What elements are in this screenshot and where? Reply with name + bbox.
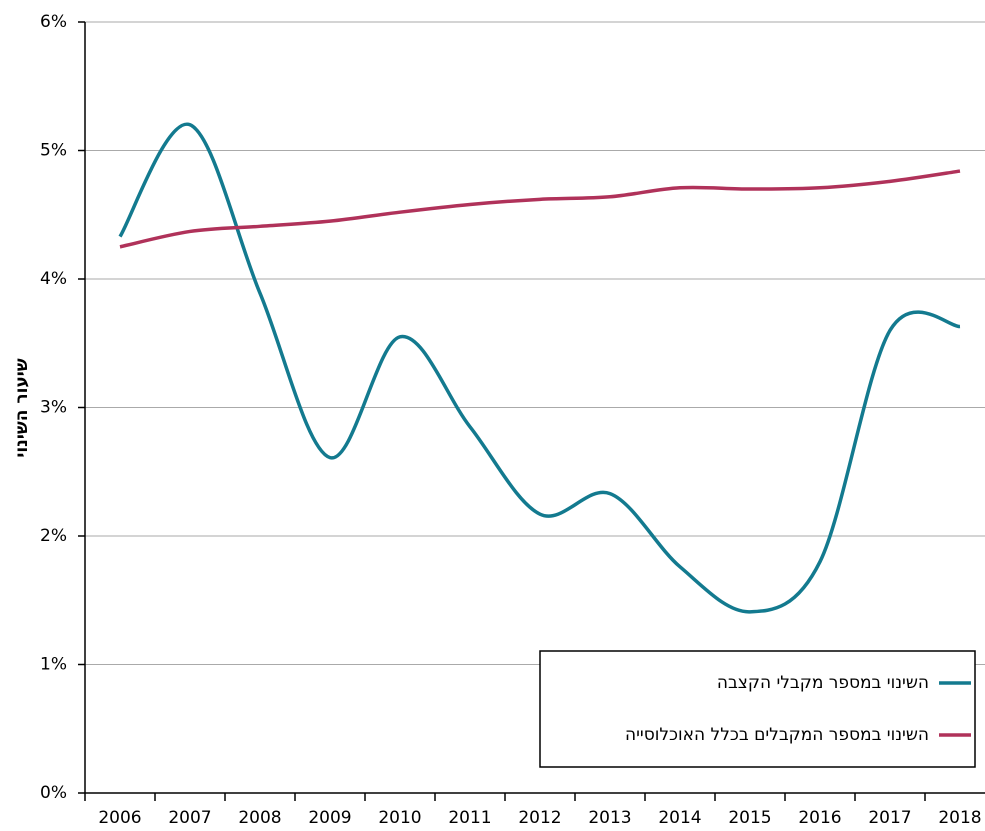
y-tick-label: 2% xyxy=(40,526,67,546)
x-tick-label: 2016 xyxy=(798,808,841,827)
x-tick-label: 2017 xyxy=(868,808,911,827)
legend-label: השינוי במספר המקבלים בכלל האוכלוסייה xyxy=(625,725,929,745)
x-tick-label: 2007 xyxy=(168,808,211,827)
x-tick-label: 2006 xyxy=(98,808,141,827)
legend-label: השינוי במספר מקבלי הקצבה xyxy=(717,673,929,693)
y-tick-label: 6% xyxy=(40,12,67,32)
legend-box xyxy=(539,650,976,768)
x-tick-label: 2018 xyxy=(938,808,981,827)
x-tick-label: 2015 xyxy=(728,808,771,827)
x-tick-label: 2008 xyxy=(238,808,281,827)
x-tick-label: 2014 xyxy=(658,808,701,827)
y-tick-label: 4% xyxy=(40,269,67,289)
y-tick-label: 5% xyxy=(40,141,67,161)
x-tick-label: 2011 xyxy=(448,808,491,827)
line-series xyxy=(119,169,961,249)
x-tick-label: 2009 xyxy=(308,808,351,827)
line-series xyxy=(118,122,961,614)
y-tick-label: 1% xyxy=(40,655,67,675)
x-tick-label: 2013 xyxy=(588,808,631,827)
y-tick-label: 0% xyxy=(40,783,67,803)
x-tick-label: 2012 xyxy=(518,808,561,827)
y-tick-label: 3% xyxy=(40,398,67,418)
y-axis-label: שיעור השינוי xyxy=(12,358,32,457)
x-tick-label: 2010 xyxy=(378,808,421,827)
